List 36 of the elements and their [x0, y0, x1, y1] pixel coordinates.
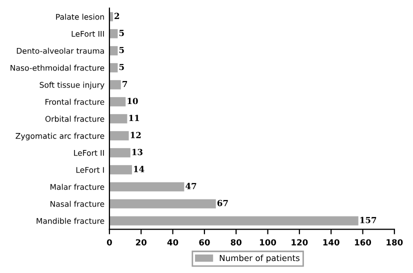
data-label: 67 — [217, 200, 228, 206]
bar — [109, 80, 121, 90]
x-tick-label: 120 — [292, 239, 308, 246]
bar — [109, 148, 130, 158]
data-label: 14 — [134, 166, 144, 172]
data-label: 157 — [360, 216, 376, 224]
bar — [109, 63, 118, 72]
data-label: 2 — [114, 12, 120, 19]
bar — [109, 182, 184, 192]
x-tick-label: 0 — [106, 239, 112, 246]
x-tick-label: 80 — [230, 239, 242, 246]
data-label: 5 — [119, 64, 124, 70]
x-tick-label: 60 — [199, 239, 210, 246]
data-label: 5 — [119, 30, 124, 36]
x-tick-label: 140 — [323, 239, 340, 246]
bar — [109, 29, 118, 38]
data-label: 11 — [129, 114, 140, 122]
data-label: 13 — [132, 148, 142, 156]
data-label: 7 — [122, 80, 128, 88]
bar — [109, 114, 128, 124]
bar — [109, 46, 118, 56]
x-tick-label: 160 — [354, 239, 372, 246]
bar — [109, 216, 358, 226]
data-label: 10 — [128, 98, 138, 104]
x-tick-label: 40 — [167, 239, 178, 246]
data-label: 5 — [119, 46, 124, 54]
bar — [109, 97, 126, 106]
data-label: 12 — [130, 132, 141, 138]
x-tick-label: 100 — [260, 239, 276, 246]
legend-label: Number of patients — [220, 254, 300, 263]
bar — [109, 199, 216, 208]
data-label: 47 — [186, 182, 196, 190]
x-tick-label: 180 — [386, 239, 403, 246]
x-tick-label: 20 — [136, 239, 147, 246]
bar — [109, 165, 132, 174]
bar — [109, 131, 129, 140]
